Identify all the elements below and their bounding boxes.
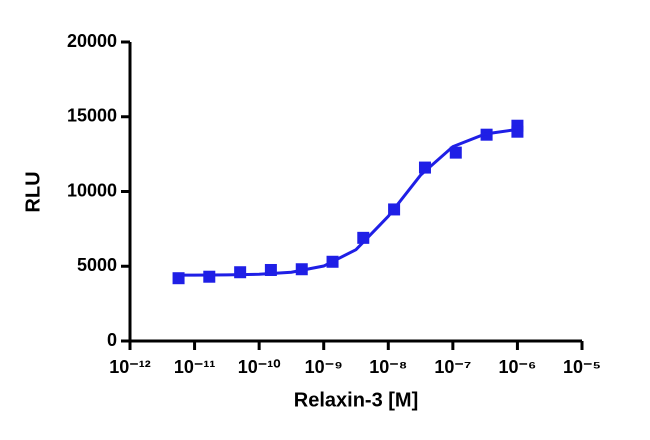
data-point <box>203 270 216 283</box>
fit-curve <box>178 127 518 277</box>
data-point <box>449 146 462 159</box>
data-point <box>511 125 524 138</box>
x-tick-label: 10⁻¹¹ <box>174 357 216 377</box>
x-tick-label: 10⁻⁷ <box>434 357 471 377</box>
x-axis-label: Relaxin-3 [M] <box>294 389 418 411</box>
y-tick-label: 5000 <box>77 255 117 275</box>
x-tick-label: 10⁻⁸ <box>369 357 407 377</box>
data-point <box>234 266 247 279</box>
y-axis-label: RLU <box>22 171 44 212</box>
x-tick-label: 10⁻⁶ <box>499 357 537 377</box>
y-tick-label: 0 <box>107 330 117 350</box>
x-tick-label: 10⁻⁵ <box>563 357 601 377</box>
x-tick-label: 10⁻⁹ <box>305 357 343 377</box>
y-tick-label: 10000 <box>67 180 117 200</box>
x-tick-label: 10⁻¹² <box>109 357 151 377</box>
y-tick-label: 15000 <box>67 106 117 126</box>
x-tick-label: 10⁻¹⁰ <box>238 357 281 377</box>
y-tick-label: 20000 <box>67 31 117 51</box>
